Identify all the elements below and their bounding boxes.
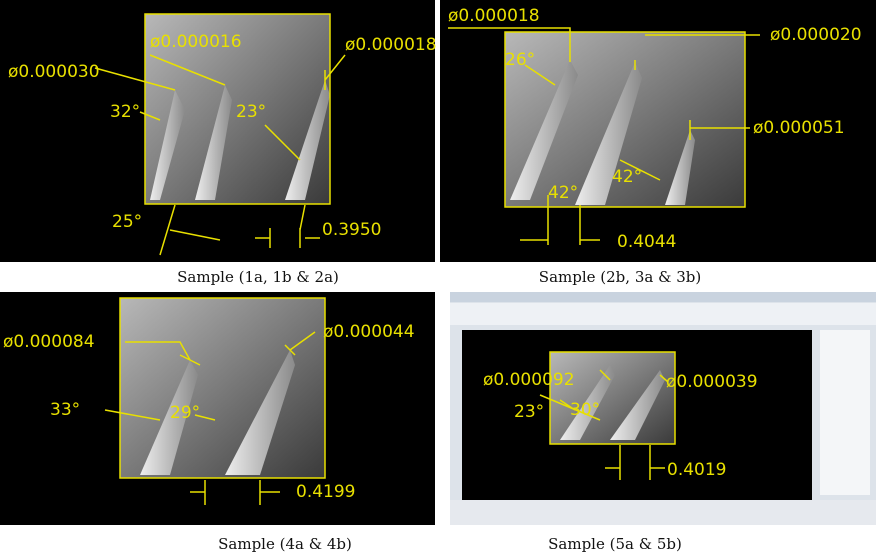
status-bar [450,500,876,525]
annotation: 0.4019 [667,460,726,480]
annotation: 32° [110,102,140,122]
annotation: 23° [236,102,266,122]
annotation: ø0.000030 [8,62,100,82]
caption: Sample (4a & 4b) [218,535,352,553]
annotation: 25° [112,212,142,232]
annotation: 30° [570,400,600,420]
annotation: ø0.000044 [323,322,415,342]
side-palette [820,330,870,495]
menu-bar [450,292,876,302]
annotation: ø0.000092 [483,370,575,390]
panel-2: ø0.000018 ø0.000020 26° ø0.000051 42° 42… [440,0,876,262]
annotation: 0.4044 [617,232,676,252]
panel-3: ø0.000084 ø0.000044 33° 29° 0.4199 [0,292,435,525]
annotation: ø0.000039 [666,372,758,392]
annotation: ø0.000016 [150,32,242,52]
toolbar [450,303,876,325]
annotation: ø0.000051 [753,118,845,138]
annotation: 0.3950 [322,220,381,240]
caption: Sample (2b, 3a & 3b) [539,268,701,286]
annotation: 29° [170,403,200,423]
annotation: ø0.000084 [3,332,95,352]
annotation: ø0.000018 [345,35,437,55]
figure: ø0.000016 ø0.000018 ø0.000030 32° 23° 25… [0,0,876,558]
annotation: 26° [505,50,535,70]
annotation: 0.4199 [296,482,355,502]
panel-1: ø0.000016 ø0.000018 ø0.000030 32° 23° 25… [0,0,437,262]
annotation: ø0.000020 [770,25,862,45]
caption: Sample (1a, 1b & 2a) [177,268,339,286]
annotation: ø0.000018 [448,6,540,26]
annotation: 33° [50,400,80,420]
annotation: 23° [514,402,544,422]
annotation: 42° [612,167,642,187]
caption: Sample (5a & 5b) [548,535,682,553]
annotation: 42° [548,183,578,203]
panel-4: ø0.000092 ø0.000039 23° 30° 0.4019 [450,292,876,525]
